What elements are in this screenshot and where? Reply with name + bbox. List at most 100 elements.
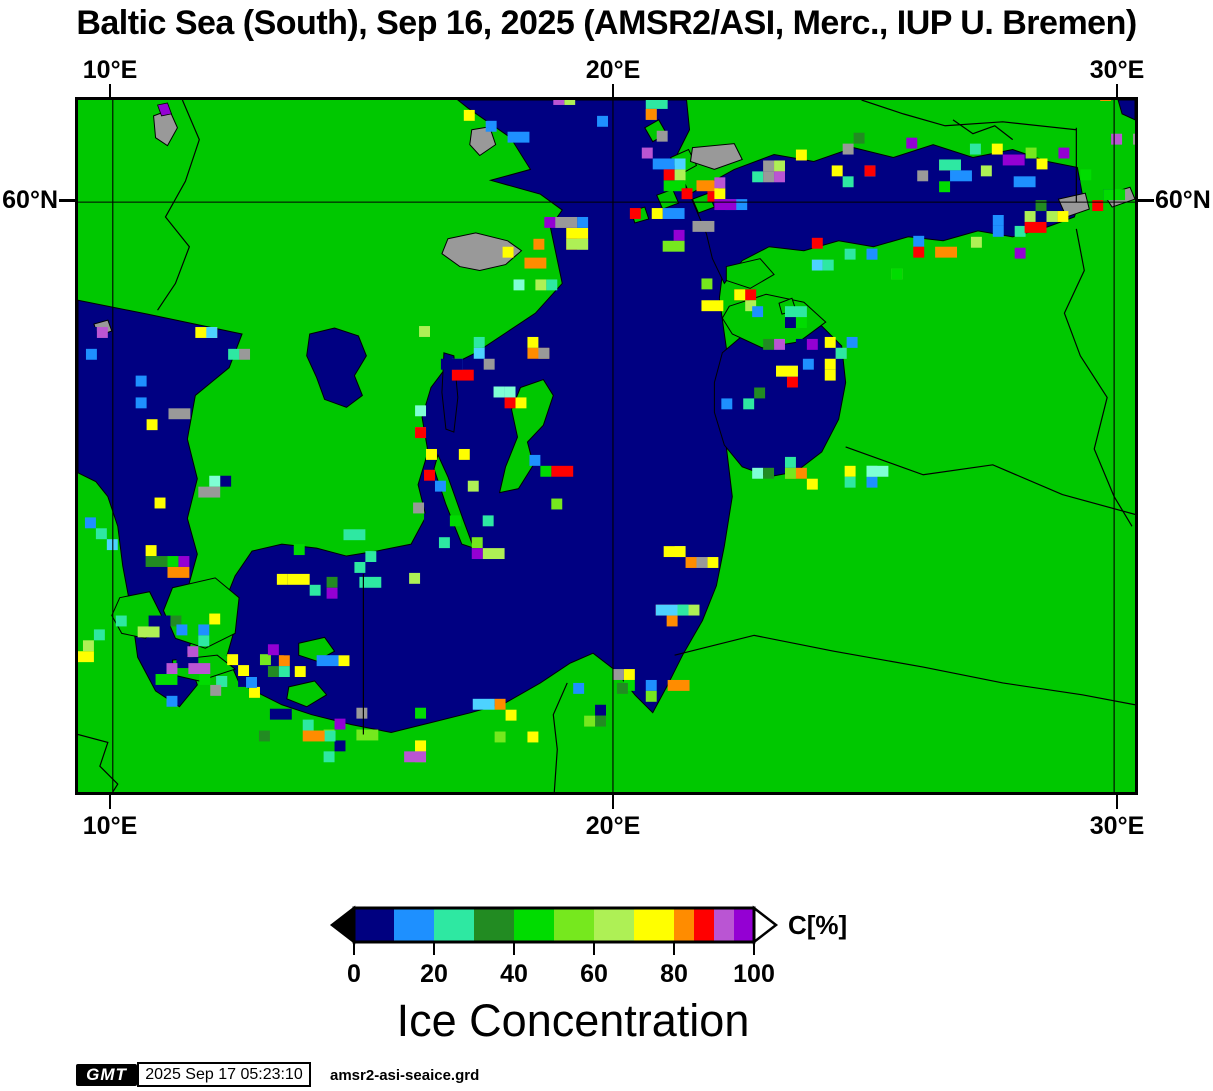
ice-pixel bbox=[745, 300, 757, 312]
ice-pixel bbox=[216, 676, 228, 687]
ice-pixel bbox=[707, 191, 719, 203]
ice-pixel bbox=[1133, 133, 1135, 145]
ice-pixel bbox=[78, 651, 94, 663]
ice-pixel bbox=[449, 515, 461, 527]
ice-pixel bbox=[209, 475, 221, 487]
ice-pixel bbox=[155, 674, 178, 685]
ice-pixel bbox=[283, 644, 295, 656]
caption-ice-concentration: Ice Concentration bbox=[396, 995, 750, 1046]
ice-pixel bbox=[667, 679, 690, 691]
axis-tick bbox=[1116, 795, 1118, 809]
ice-pixel bbox=[1024, 221, 1047, 233]
border-denmark-germany bbox=[78, 733, 119, 792]
ice-pixel bbox=[651, 208, 663, 219]
ice-pixel bbox=[612, 669, 624, 680]
ice-pixel bbox=[356, 729, 379, 741]
ice-pixel bbox=[573, 682, 585, 694]
ice-pixel bbox=[278, 666, 290, 677]
country-borders bbox=[78, 100, 1135, 792]
ice-pixel bbox=[209, 613, 221, 625]
ice-pixel bbox=[93, 629, 105, 641]
ice-pixel bbox=[287, 573, 310, 585]
map-canvas bbox=[75, 97, 1138, 795]
ice-pixel bbox=[645, 679, 657, 691]
ice-pixel bbox=[844, 476, 856, 488]
axis-tick bbox=[1116, 84, 1118, 97]
colorbar-segment bbox=[674, 908, 694, 942]
ice-pixel bbox=[844, 465, 856, 477]
ice-pixel bbox=[505, 709, 517, 721]
ice-pixel bbox=[293, 544, 305, 556]
colorbar-svg: 0 20 40 60 80 100 C[%] bbox=[329, 905, 847, 988]
ice-pixel bbox=[482, 548, 505, 560]
ice-pixel bbox=[584, 715, 596, 727]
ice-pixel bbox=[415, 740, 427, 752]
ice-pixel bbox=[1002, 154, 1025, 166]
ice-pixel bbox=[666, 615, 678, 627]
ice-pixel bbox=[533, 238, 545, 250]
ice-pixel bbox=[440, 358, 463, 370]
ice-pixel bbox=[198, 635, 210, 647]
ice-pixel bbox=[842, 176, 854, 188]
ice-pixel bbox=[846, 336, 858, 348]
ice-pixel bbox=[641, 147, 653, 159]
ice-pixel bbox=[677, 604, 689, 616]
axis-tick bbox=[59, 199, 75, 202]
ice-pixel bbox=[472, 698, 495, 710]
ice-pixel bbox=[844, 248, 856, 260]
border-poland-russia bbox=[552, 682, 568, 792]
ice-pixel bbox=[326, 576, 338, 588]
ice-pixel bbox=[645, 100, 668, 109]
ice-pixel bbox=[167, 556, 179, 567]
colorbar-tick-label: 40 bbox=[500, 960, 528, 988]
ice-pixel bbox=[463, 109, 475, 121]
ice-pixel bbox=[1046, 211, 1058, 222]
ice-pixel bbox=[1057, 211, 1069, 222]
ice-pixel bbox=[287, 595, 299, 607]
ice-pixel bbox=[681, 188, 693, 200]
ice-pixel bbox=[96, 327, 108, 338]
ice-pixel bbox=[616, 682, 628, 694]
ice-pixel bbox=[551, 498, 563, 510]
border-estonia-latvia bbox=[845, 446, 1135, 515]
ice-pixel bbox=[774, 338, 785, 350]
axis-tick bbox=[109, 84, 111, 97]
colorbar-segment bbox=[554, 908, 594, 942]
ice-pixel bbox=[426, 448, 437, 460]
ice-pixel bbox=[338, 655, 350, 667]
ice-pixel bbox=[824, 369, 836, 381]
ice-pixel bbox=[597, 115, 608, 127]
colorbar-segment bbox=[634, 908, 674, 942]
ice-pixel bbox=[784, 306, 807, 318]
ice-pixel bbox=[524, 257, 547, 269]
ice-pixel bbox=[939, 159, 961, 171]
ice-pixel bbox=[553, 100, 565, 105]
ice-pixel bbox=[913, 246, 925, 258]
ice-pixel bbox=[939, 181, 951, 193]
ice-pixel bbox=[415, 707, 427, 719]
ice-pixel bbox=[471, 537, 483, 549]
ice-pixel bbox=[1100, 100, 1112, 101]
ice-pixel bbox=[656, 130, 668, 142]
ice-pixel bbox=[249, 686, 260, 698]
axis-label-top-10e: 10°E bbox=[82, 56, 138, 84]
ice-pixel bbox=[824, 336, 836, 348]
ice-pixel bbox=[784, 456, 796, 468]
ice-pixel bbox=[1013, 176, 1036, 188]
ice-pixel bbox=[238, 665, 250, 677]
ice-pixel bbox=[634, 130, 646, 142]
ice-pixel bbox=[413, 502, 425, 514]
oland-island bbox=[433, 453, 475, 549]
ice-pixel bbox=[502, 246, 514, 258]
ice-pixel bbox=[458, 448, 470, 460]
ice-pixel bbox=[238, 676, 250, 687]
baltic-sea-map bbox=[78, 100, 1135, 792]
ice-pixel bbox=[776, 365, 798, 377]
timestamp-box: 2025 Sep 17 05:23:10 bbox=[137, 1062, 311, 1087]
ice-pixel bbox=[198, 486, 221, 498]
ice-pixel bbox=[663, 180, 686, 192]
axis-label-left-60n: 60°N bbox=[2, 186, 58, 214]
ice-pixel bbox=[1014, 225, 1026, 237]
ice-pixel bbox=[906, 137, 918, 149]
ice-pixel bbox=[566, 238, 589, 250]
